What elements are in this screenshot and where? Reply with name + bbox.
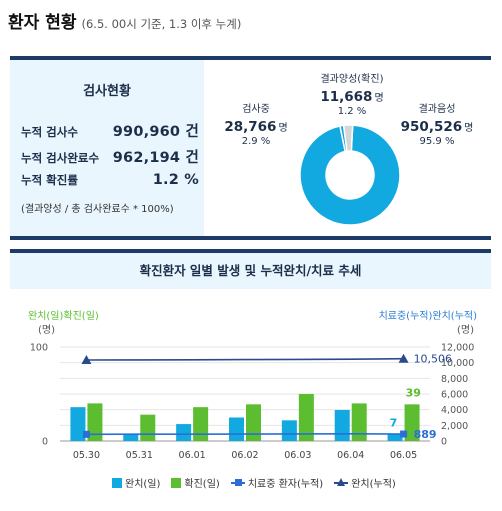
- positive-rate-note: (결과양성 / 총 검사완료수 * 100%): [21, 204, 174, 215]
- bar-recovered-daily: [387, 434, 403, 441]
- legend-label-in-treatment: 치료중 환자(누적): [247, 479, 324, 490]
- completed-tests-value: 962,194 건: [112, 150, 199, 166]
- label-treatment-last: 889: [414, 428, 437, 441]
- bar-confirmed-daily: [140, 414, 156, 441]
- right-axis-title: 치료중(누적)완치(누적): [379, 307, 477, 322]
- trend-chart: 0 2,000 4,000 6,000 8,000 10,000 12,000 0 100 05.…: [30, 343, 474, 462]
- right-axis-unit: (명): [456, 325, 474, 336]
- test-status-panel: 검사현황 누적 검사수 990,960 건 누적 검사완료수 962,194 건…: [10, 56, 491, 240]
- marker-in-treatment: [82, 430, 90, 438]
- pie-positive-value: 11,668: [320, 89, 373, 105]
- label-confirmed-last: 39: [406, 386, 421, 399]
- right-axis-tick-label: 6,000: [441, 390, 468, 401]
- legend-in-treatment: 치료중 환자(누적): [230, 475, 324, 490]
- bar-confirmed-daily: [298, 394, 314, 441]
- bar-confirmed-daily: [246, 404, 261, 441]
- legend-label-recovered-daily: 완치(일): [125, 479, 161, 490]
- line-recovered-cum: [86, 357, 404, 361]
- completed-tests-row: 누적 검사완료수 962,194 건: [21, 146, 199, 167]
- test-result-pie-area: 결과양성(확진) 11,668 명 1.2 % 검사중 28,766 명 2.9 %…: [204, 60, 491, 236]
- x-tick-label: 06.01: [179, 450, 206, 461]
- pie-positive-unit: 명: [374, 93, 384, 104]
- left-axis-tick-label: 0: [42, 437, 48, 448]
- left-axis-title-confirmed: 확진(일): [63, 311, 99, 322]
- x-tick-label: 05.30: [73, 450, 100, 461]
- positive-rate-value: 1.2 %: [152, 172, 199, 188]
- pie-testing-percent: 2.9 %: [241, 136, 271, 147]
- right-axis-tick-label: 0: [441, 437, 447, 448]
- legend-swatch-recovered-cum: [334, 477, 349, 488]
- legend-label-recovered-cum: 완치(누적): [351, 479, 396, 490]
- test-summary-box: 검사현황 누적 검사수 990,960 건 누적 검사완료수 962,194 건…: [10, 60, 204, 236]
- bar-recovered-daily: [176, 424, 192, 441]
- pie-negative-unit: 명: [464, 123, 474, 134]
- pie-testing-name: 검사중: [242, 104, 270, 115]
- x-tick-label: 06.02: [231, 450, 258, 461]
- legend-confirmed-daily: 확진(일): [171, 475, 220, 490]
- chart-legend: 완치(일) 확진(일) 치료중 환자(누적) 완치(누적): [112, 475, 407, 490]
- bar-recovered-daily: [123, 434, 139, 441]
- pie-testing-value: 28,766: [224, 119, 277, 135]
- left-axis-unit: (명): [38, 325, 56, 336]
- label-recovered-last: 7: [390, 416, 398, 429]
- marker-recovered-cum: [81, 355, 92, 365]
- positive-rate-row: 누적 확진률 1.2 %: [21, 172, 199, 188]
- label-recovered-cum-last: 10,506: [414, 353, 453, 366]
- bar-recovered-daily: [334, 409, 350, 441]
- legend-swatch-in-treatment: [230, 478, 245, 488]
- positive-rate-label: 누적 확진률: [21, 173, 78, 187]
- marker-in-treatment: [400, 430, 408, 438]
- pie-label-negative: 결과음성 950,526 명 95.9 %: [384, 103, 490, 148]
- marker-recovered-cum: [398, 353, 409, 363]
- right-axis-tick-label: 10,000: [441, 358, 474, 369]
- x-tick-label: 06.04: [337, 450, 364, 461]
- right-axis-tick-label: 4,000: [441, 405, 468, 416]
- x-tick-label: 06.03: [284, 450, 311, 461]
- total-tests-value: 990,960 건: [112, 124, 199, 140]
- page-subtitle: (6.5. 00시 기준, 1.3 이후 누계): [81, 17, 242, 31]
- bar-confirmed-daily: [351, 403, 367, 441]
- bar-recovered-daily: [229, 417, 244, 441]
- bar-recovered-daily: [70, 407, 86, 441]
- bar-confirmed-daily: [404, 404, 420, 441]
- x-tick-label: 05.31: [126, 450, 153, 461]
- bar-recovered-daily: [281, 420, 297, 441]
- test-result-pie: [299, 124, 401, 226]
- total-tests-label: 누적 검사수: [21, 125, 78, 139]
- left-axis-tick-label: 100: [30, 343, 48, 354]
- right-axis-tick-label: 12,000: [441, 343, 474, 354]
- right-axis-tick-label: 2,000: [441, 421, 468, 432]
- test-summary-title: 검사현황: [83, 84, 131, 99]
- total-tests-row: 누적 검사수 990,960 건: [21, 120, 199, 141]
- left-axis-title: 완치(일)확진(일): [28, 307, 99, 322]
- pie-positive-name: 결과양성(확진): [320, 74, 384, 85]
- legend-swatch-confirmed-daily: [171, 477, 182, 488]
- completed-tests-label: 누적 검사완료수: [21, 151, 100, 165]
- right-axis-title-treatment: 치료중(누적): [378, 311, 433, 322]
- legend-recovered-daily: 완치(일): [112, 475, 160, 490]
- pie-negative-percent: 95.9 %: [419, 136, 455, 147]
- pie-label-positive: 결과양성(확진) 11,668 명 1.2 %: [302, 73, 402, 118]
- trend-chart-title: 확진환자 일별 발생 및 누적완치/치료 추세: [10, 253, 491, 289]
- page-header: 환자 현황 (6.5. 00시 기준, 1.3 이후 누계): [8, 8, 494, 46]
- pie-label-testing: 검사중 28,766 명 2.9 %: [206, 103, 306, 148]
- right-axis-title-recovered: 완치(누적): [432, 311, 477, 322]
- pie-positive-percent: 1.2 %: [337, 106, 367, 117]
- legend-label-confirmed-daily: 확진(일): [184, 479, 220, 490]
- bar-confirmed-daily: [193, 407, 209, 441]
- legend-swatch-recovered-daily: [112, 477, 122, 488]
- bar-confirmed-daily: [87, 403, 103, 441]
- left-axis-title-recovered: 완치(일): [28, 311, 64, 322]
- x-tick-label: 06.05: [390, 450, 417, 461]
- legend-recovered-cum: 완치(누적): [334, 475, 396, 490]
- pie-negative-name: 결과음성: [418, 104, 456, 115]
- page-title: 환자 현황: [8, 13, 77, 33]
- line-in-treatment: [86, 432, 404, 436]
- pie-negative-value: 950,526: [400, 119, 463, 135]
- pie-slice-negative: [299, 124, 401, 226]
- right-axis-tick-label: 8,000: [441, 374, 468, 385]
- trend-chart-panel: 확진환자 일별 발생 및 누적완치/치료 추세 완치(일)확진(일) (명) 치…: [10, 249, 491, 507]
- pie-testing-unit: 명: [278, 123, 288, 134]
- pie-slice-testing: [342, 124, 354, 153]
